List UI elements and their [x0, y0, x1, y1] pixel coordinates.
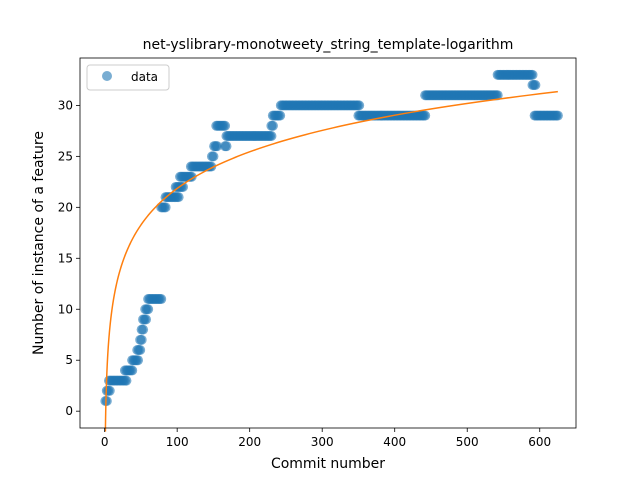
data-point	[552, 110, 563, 121]
x-tick-label: 400	[383, 435, 406, 449]
data-point	[135, 345, 146, 356]
data-point	[527, 69, 538, 80]
data-point	[420, 110, 431, 121]
y-axis-label: Number of instance of a feature	[31, 131, 47, 355]
data-point	[267, 120, 278, 131]
data-point	[127, 365, 138, 376]
x-axis: 0 100 200 300 400 500 600	[101, 428, 551, 449]
data-point	[160, 202, 171, 213]
data-point	[492, 90, 503, 101]
y-tick-label: 25	[58, 149, 73, 163]
data-point	[140, 314, 151, 325]
data-point	[275, 110, 286, 121]
legend: data	[86, 64, 170, 91]
plot-frame	[79, 57, 577, 429]
y-tick-label: 5	[65, 353, 73, 367]
data-point	[221, 141, 232, 152]
data-point	[101, 395, 112, 406]
fit-line	[104, 90, 558, 432]
data-point	[212, 141, 223, 152]
x-tick-label: 300	[311, 435, 334, 449]
y-axis: 0 5 10 15 20 25 30	[58, 98, 80, 418]
data-point	[156, 294, 167, 305]
legend-marker-data	[102, 71, 112, 81]
x-axis-label: Commit number	[271, 456, 385, 472]
y-tick-label: 15	[58, 251, 73, 265]
data-point	[530, 80, 541, 91]
legend-label-data: data	[131, 70, 158, 84]
chart-title: net-yslibrary-monotweety_string_template…	[143, 37, 514, 53]
data-point	[177, 181, 188, 192]
data-point	[143, 304, 154, 315]
data-point	[136, 334, 147, 345]
y-tick-label: 0	[65, 404, 73, 418]
data-point	[208, 151, 219, 162]
data-point	[220, 120, 231, 131]
data-point	[104, 385, 115, 396]
data-point	[133, 355, 144, 366]
x-tick-label: 600	[528, 435, 551, 449]
y-tick-label: 20	[58, 200, 73, 214]
y-tick-label: 30	[58, 98, 73, 112]
data-point	[266, 130, 277, 141]
data-layer	[100, 69, 563, 406]
data-point	[354, 100, 365, 111]
data-point	[121, 375, 132, 386]
data-point	[138, 324, 149, 335]
x-tick-label: 500	[456, 435, 479, 449]
x-tick-label: 0	[101, 435, 109, 449]
x-tick-label: 100	[166, 435, 189, 449]
x-tick-label: 200	[238, 435, 261, 449]
data-point	[186, 171, 197, 182]
plot-area	[79, 57, 577, 432]
y-tick-label: 10	[58, 302, 73, 316]
data-point	[173, 192, 184, 203]
